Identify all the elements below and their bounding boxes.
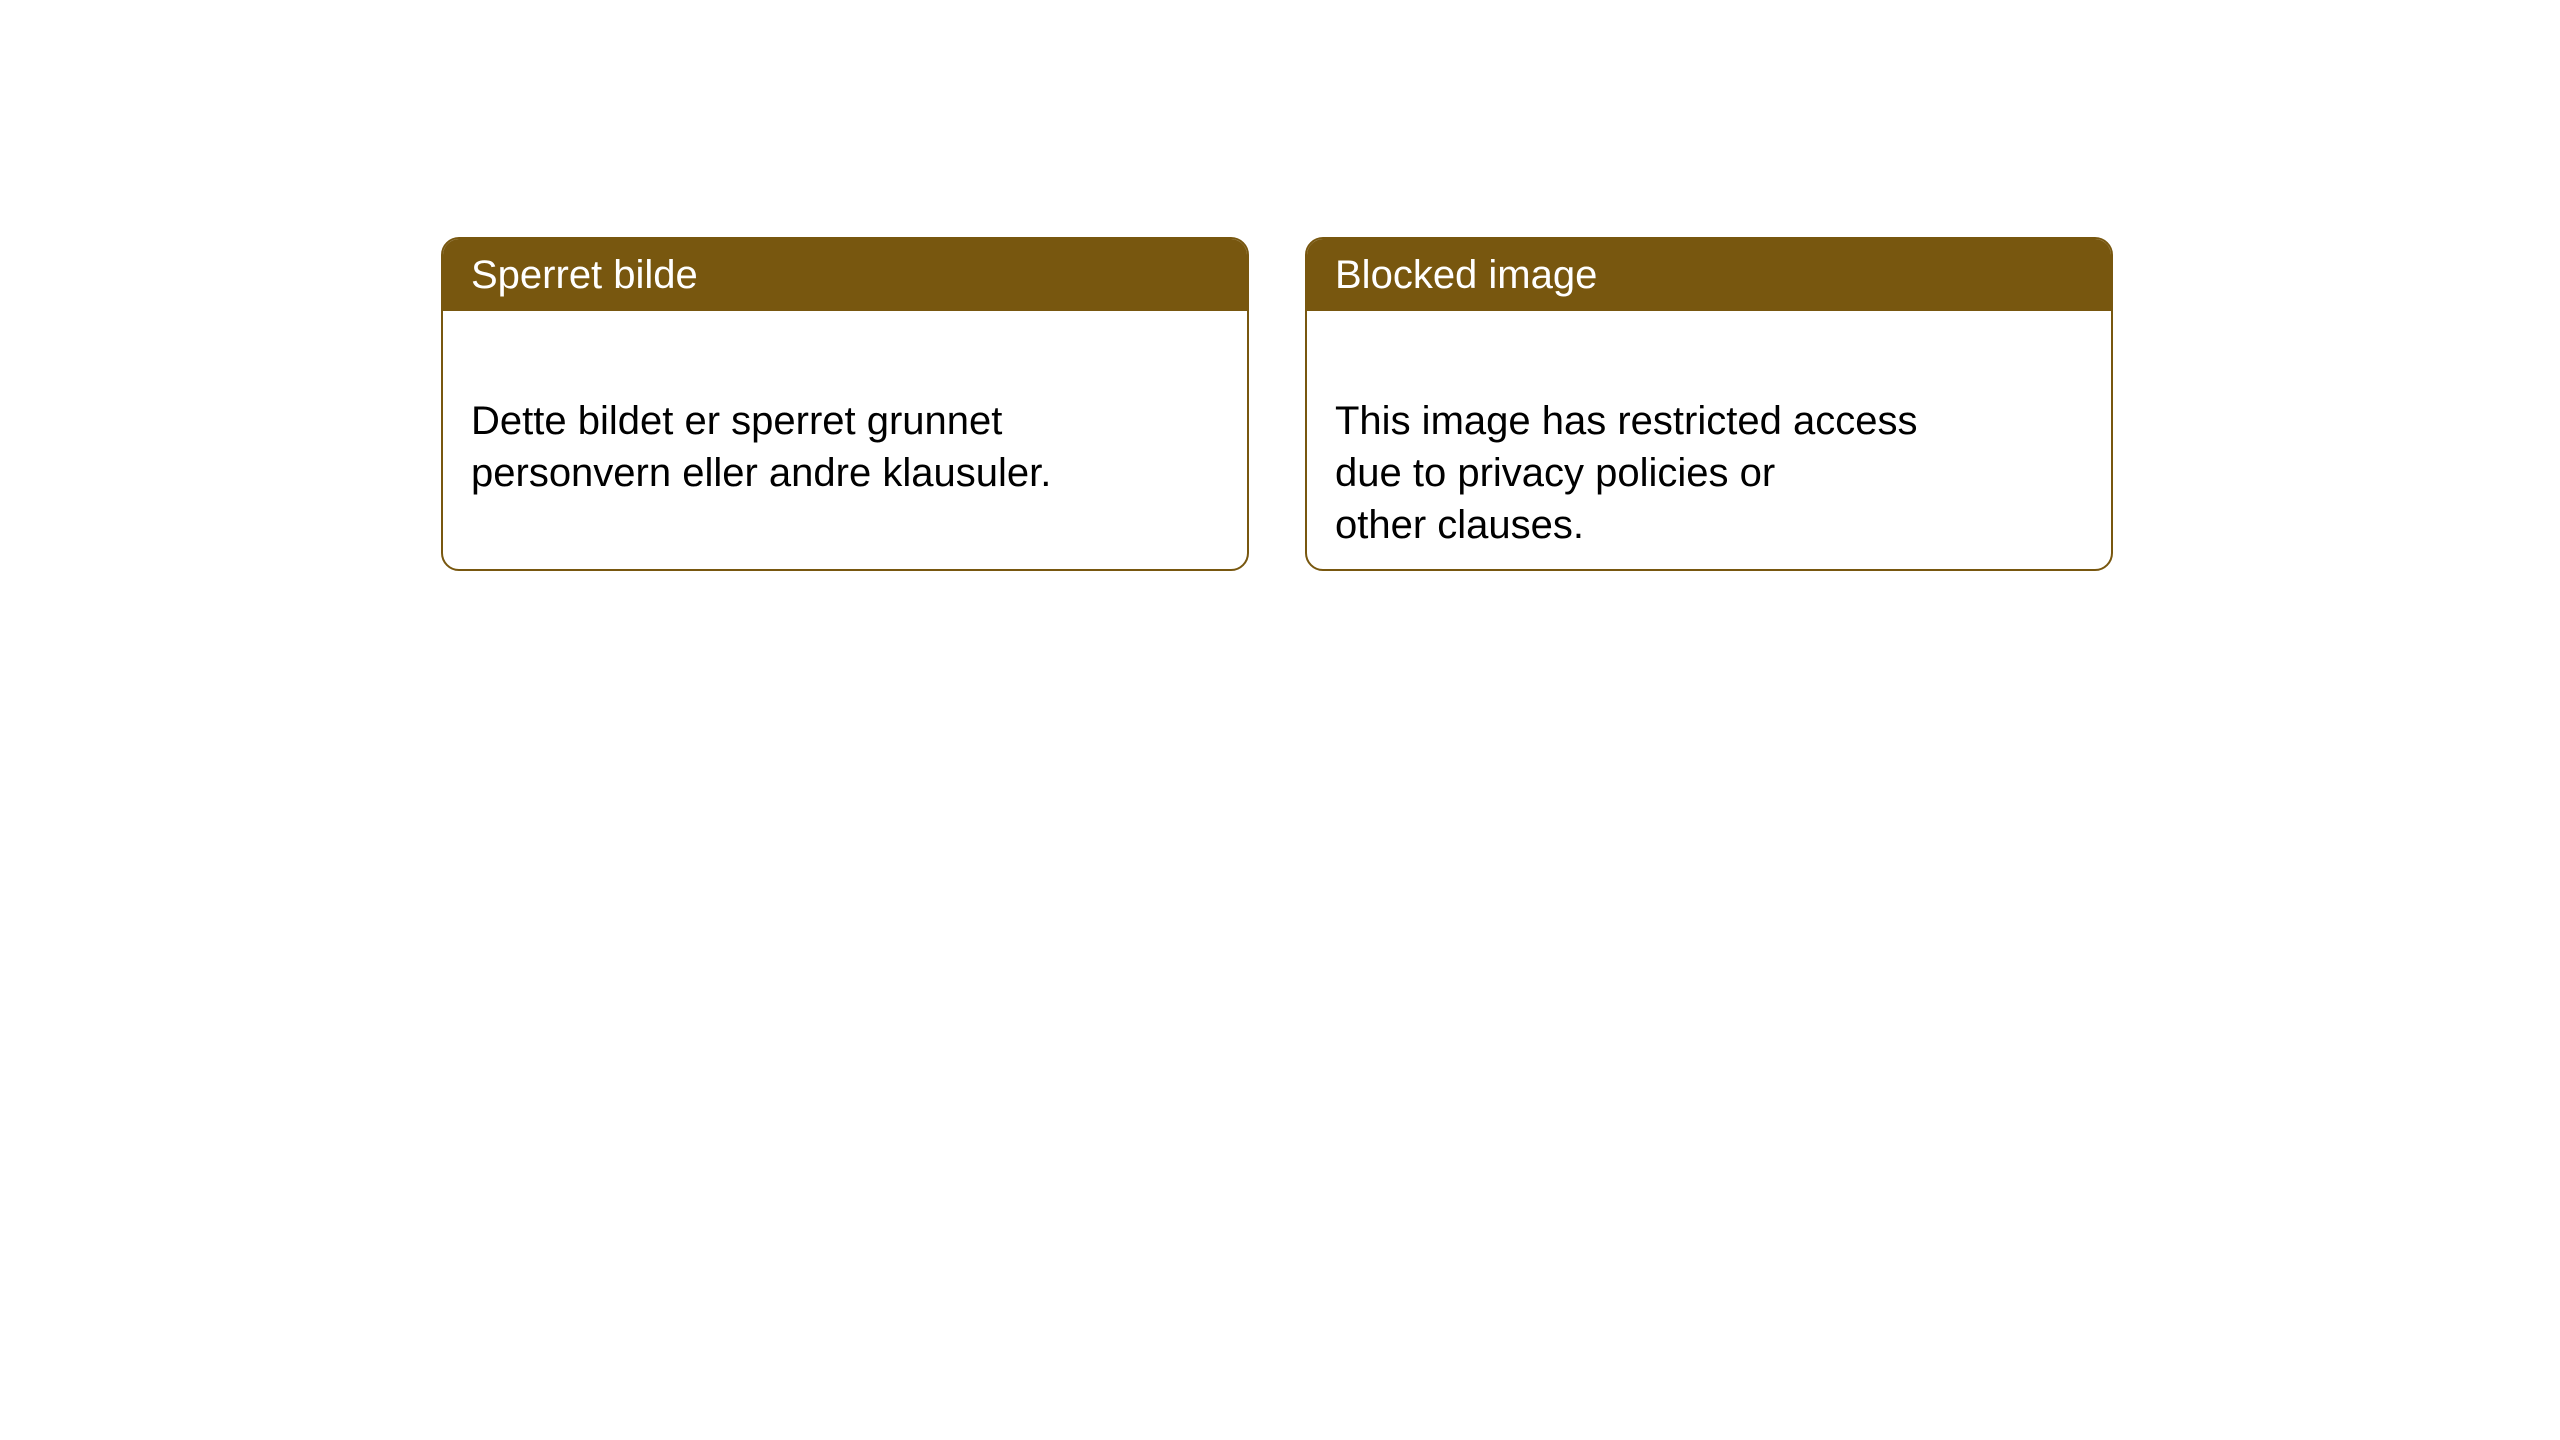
- blocked-card-english: Blocked image This image has restricted …: [1305, 237, 2113, 571]
- card-body-norwegian: Dette bildet er sperret grunnet personve…: [443, 311, 1247, 531]
- card-text-norwegian: Dette bildet er sperret grunnet personve…: [471, 399, 1051, 495]
- card-text-english: This image has restricted access due to …: [1335, 399, 1917, 547]
- card-body-english: This image has restricted access due to …: [1307, 311, 2111, 571]
- message-container: Sperret bilde Dette bildet er sperret gr…: [0, 0, 2560, 571]
- card-header-norwegian: Sperret bilde: [443, 239, 1247, 311]
- card-title-norwegian: Sperret bilde: [471, 253, 698, 297]
- card-header-english: Blocked image: [1307, 239, 2111, 311]
- card-title-english: Blocked image: [1335, 253, 1597, 297]
- blocked-card-norwegian: Sperret bilde Dette bildet er sperret gr…: [441, 237, 1249, 571]
